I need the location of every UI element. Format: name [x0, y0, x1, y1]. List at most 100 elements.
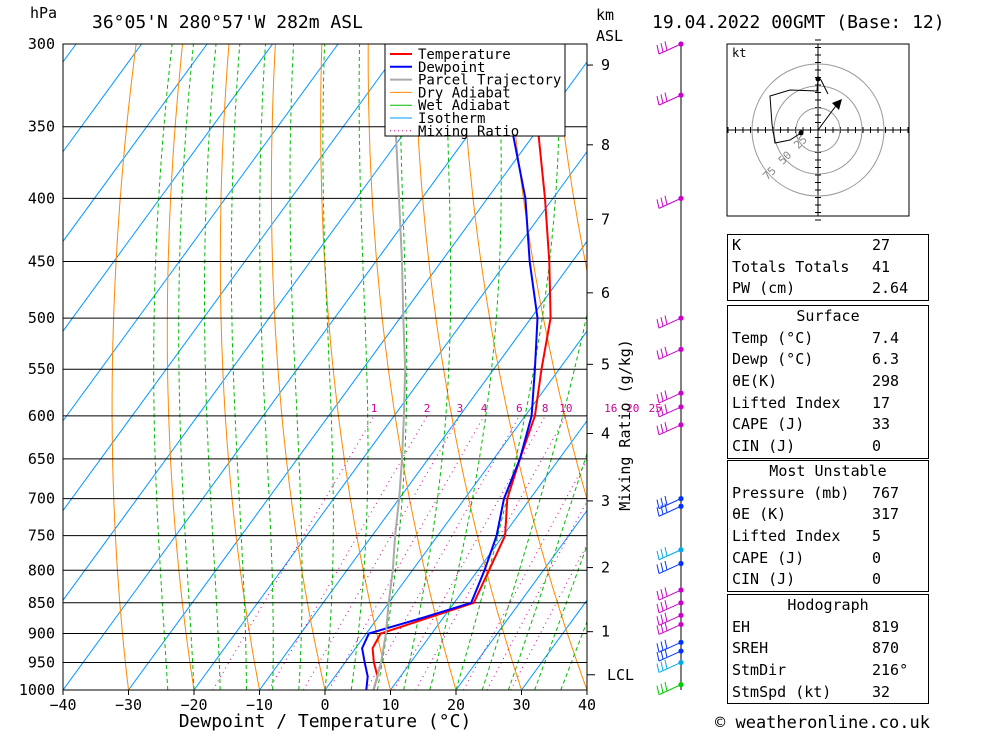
wind-barb-flag — [660, 405, 664, 416]
wind-barb-flag — [664, 600, 668, 610]
wind-level-dot — [678, 621, 684, 628]
legend-entry: Wet Adiabat — [418, 98, 511, 114]
wind-barb-flag — [656, 350, 660, 360]
wind-barb — [658, 662, 682, 673]
wet-adiabat-line — [153, 44, 173, 690]
pressure-tick-label: 1000 — [19, 681, 55, 699]
mixing-ratio-tick-label: 3 — [457, 402, 464, 415]
mixing-ratio-tick-label: 10 — [559, 402, 572, 415]
tt-row: Totals Totals 41 — [728, 257, 928, 279]
legend-entry: Temperature — [418, 47, 511, 63]
wind-barb-flag — [656, 499, 660, 509]
hodograph-unit: kt — [732, 46, 746, 60]
pressure-tick-label: 300 — [28, 35, 55, 53]
wind-barb-flag — [656, 96, 660, 106]
wind-barb-flag — [664, 195, 668, 205]
mu-li-row: Lifted Index 5 — [728, 526, 928, 548]
wind-barb-flag — [656, 651, 660, 662]
wind-barb-flag — [660, 423, 664, 434]
wind-barb-flag — [656, 507, 660, 517]
surface-cape-value: 33 — [872, 415, 891, 434]
mu-pressure-value: 767 — [872, 483, 900, 502]
wind-barb-flag — [664, 41, 668, 51]
wind-level-dot — [678, 496, 684, 502]
wet-adiabat-line — [560, 620, 587, 690]
mixing-ratio-tick-label: 2 — [424, 402, 431, 415]
wind-barb-flag — [664, 560, 668, 571]
most-unstable-table: Most Unstable Pressure (mb) 767 θE (K) 317… — [727, 460, 929, 593]
mu-cin-label: CIN (J) — [732, 570, 796, 589]
mixing-ratio-axis-label: Mixing Ratio (g/kg) — [616, 339, 634, 511]
pressure-tick-label: 600 — [28, 407, 55, 425]
wind-level-dot — [678, 195, 684, 201]
wind-level-dot — [678, 600, 684, 606]
wind-barb-flag — [660, 641, 664, 651]
dry-adiabat-line — [111, 44, 137, 690]
wind-barb — [658, 424, 682, 436]
hodograph-ring — [751, 63, 885, 197]
isotherm-line — [128, 61, 587, 690]
wind-barb-flag — [660, 562, 664, 572]
mixing-ratio-line — [303, 415, 461, 690]
wind-barb-flag — [660, 197, 664, 207]
wind-barb-flag — [660, 392, 664, 402]
wind-barb-flag — [664, 346, 668, 356]
isotherm-line — [63, 44, 274, 332]
wind-barb-flag — [656, 685, 660, 695]
surface-li-row: Lifted Index 17 — [728, 393, 928, 415]
mu-cin-row: CIN (J) 0 — [728, 569, 928, 591]
isotherm-line — [0, 44, 11, 690]
wind-barb — [658, 406, 682, 418]
pressure-tick-label: 350 — [28, 118, 55, 136]
storm-motion-arrow — [817, 102, 839, 131]
surface-table: Surface Temp (°C) 7.4 Dewp (°C) 6.3 θE(K) 2… — [727, 305, 929, 459]
mu-pressure-row: Pressure (mb) 767 — [728, 483, 928, 505]
legend-entry: Mixing Ratio — [418, 124, 519, 140]
surface-dewp-row: Dewp (°C) 6.3 — [728, 349, 928, 371]
pressure-tick-label: 500 — [28, 309, 55, 327]
eh-value: 819 — [872, 617, 900, 636]
wind-level-dot — [678, 315, 684, 321]
x-tick-label: 30 — [512, 696, 530, 714]
wet-adiabat-line — [230, 44, 247, 690]
surface-dewp-label: Dewp (°C) — [732, 350, 814, 369]
wind-barb-flag — [664, 92, 668, 102]
lcl-label: LCL — [607, 666, 634, 684]
wind-barb — [658, 602, 682, 614]
k-row: K 27 — [728, 235, 928, 257]
wind-barb — [658, 614, 682, 626]
legend-entry: Dry Adiabat — [418, 85, 511, 101]
wind-barb-flag — [664, 681, 668, 692]
stmdir-value: 216° — [872, 661, 909, 680]
isotherm-line — [63, 44, 143, 153]
wind-barb-flag — [660, 601, 664, 612]
wind-level-dot — [678, 612, 684, 618]
wind-level-dot — [678, 422, 684, 428]
legend-entry: Isotherm — [418, 111, 485, 127]
isotherm-line — [259, 240, 587, 690]
surface-theta-value: 298 — [872, 372, 900, 391]
mixing-ratio-tick-label: 16 — [604, 402, 617, 415]
stmspd-label: StmSpd (kt) — [732, 682, 832, 701]
mu-cape-row: CAPE (J) 0 — [728, 548, 928, 570]
wind-barb-flag — [664, 639, 668, 649]
mu-li-label: Lifted Index — [732, 527, 841, 546]
wind-barb-flag — [656, 44, 660, 55]
wind-barb-flag — [660, 683, 664, 693]
k-label: K — [732, 236, 742, 254]
hodograph-end-dot — [815, 76, 821, 82]
dry-adiabat-line — [166, 44, 195, 690]
wind-barb — [658, 623, 682, 635]
wind-barb-flag — [656, 425, 660, 435]
mixing-ratio-tick-label: 20 — [626, 402, 639, 415]
wet-adiabat-line — [507, 451, 587, 690]
most-unstable-title: Most Unstable — [769, 462, 887, 480]
hodograph-start-dot — [798, 130, 804, 136]
wind-barb-flag — [656, 663, 660, 673]
sreh-row: SREH 870 — [728, 638, 928, 660]
wind-level-dot — [678, 659, 684, 666]
wind-barb-flag — [664, 390, 668, 400]
wind-barb-flag — [660, 661, 664, 671]
